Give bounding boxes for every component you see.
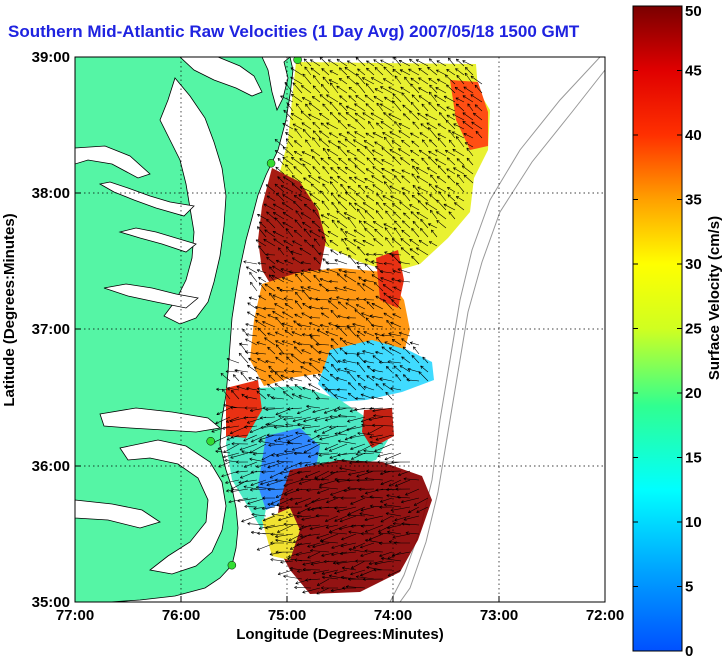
bathymetry-contour [399,69,605,602]
x-tick-label: 73:00 [480,607,518,624]
delaware-bay [179,57,263,97]
york-james-river [103,283,199,309]
station-marker [206,436,215,446]
velocity-region-east-red [362,408,394,448]
x-tick-label: 77:00 [56,607,94,624]
station-marker [266,159,276,168]
colorbar-ticks: 0 5 10 15 20 25 30 35 40 45 50 [633,3,702,659]
upper-bay-channel [75,145,151,179]
neuse-river [75,499,161,529]
colorbar-tick-label: 10 [685,514,702,531]
y-tick-label: 35:00 [32,594,70,611]
station-marker [227,560,237,570]
colorbar-tick-label: 35 [685,192,702,209]
x-tick-label: 72:00 [586,607,624,624]
x-tick-label: 75:00 [268,607,306,624]
x-axis-label: Longitude (Degrees:Minutes) [236,626,444,643]
y-tick-label: 37:00 [32,321,70,338]
colorbar-tick-label: 15 [685,450,702,467]
colorbar-tick-label: 5 [685,579,693,596]
colorbar-tick-label: 30 [685,256,702,273]
colorbar-tick-label: 45 [685,63,702,80]
chesapeake-bay [159,77,227,325]
colorbar-tick-label: 0 [685,643,693,659]
figure-title: Southern Mid-Atlantic Raw Velocities (1 … [8,22,580,41]
y-tick-label: 39:00 [32,49,70,66]
colorbar-tick-label: 40 [685,127,702,144]
x-tick-label: 74:00 [374,607,412,624]
pamlico-sound [119,439,227,575]
albemarle-sound [99,407,221,433]
y-axis-label: Latitude (Degrees:Minutes) [1,213,18,406]
colorbar-tick-label: 20 [685,385,702,402]
colorbar-tick-label: 50 [685,3,702,20]
x-tick-label: 76:00 [162,607,200,624]
velocity-region-north [272,62,490,272]
station-marker [293,57,302,64]
colorbar-label: Surface Velocity (cm/s) [706,216,723,380]
tick-marks [74,56,606,603]
velocity-region-cyan [318,340,434,402]
velocity-region-central-red [376,250,404,308]
station-markers [206,57,302,570]
colorbar-tick-label: 25 [685,321,702,338]
grid [75,57,605,602]
velocity-region-nw-dark [258,168,326,290]
y-tick-label: 36:00 [32,458,70,475]
colorbar [632,5,683,652]
y-tick-label: 38:00 [32,185,70,202]
rappahannock-river [118,227,197,253]
potomac-river [98,181,195,217]
